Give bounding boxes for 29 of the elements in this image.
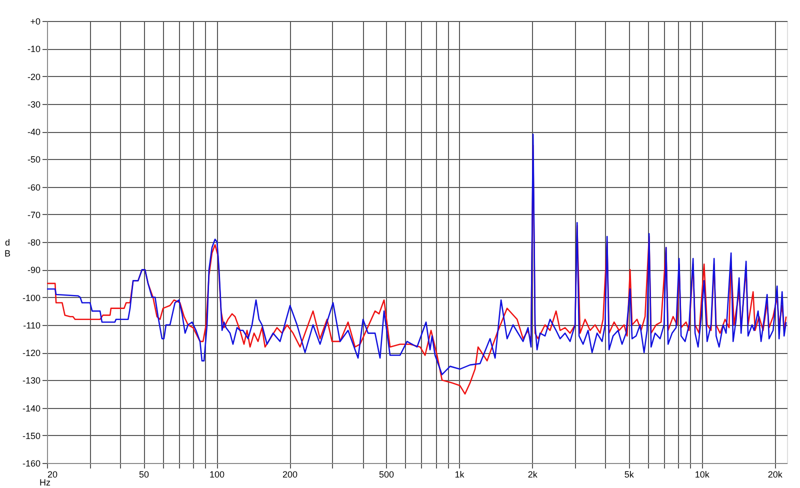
x-tick-label: 500 bbox=[379, 470, 394, 480]
x-tick-label: 1k bbox=[454, 470, 465, 480]
y-tick-label: -30 bbox=[27, 99, 40, 110]
y-tick-label: -120 bbox=[22, 348, 40, 358]
y-tick-label: -130 bbox=[22, 376, 40, 386]
y-tick-label: -110 bbox=[23, 320, 40, 330]
x-tick-label: 10k bbox=[694, 470, 710, 480]
y-axis-title: dB bbox=[4, 238, 11, 258]
y-tick-label: -90 bbox=[27, 265, 40, 276]
y-tick-label: -80 bbox=[27, 238, 40, 248]
y-tick-label: -20 bbox=[27, 72, 40, 82]
x-tick-label: 20k bbox=[768, 470, 783, 480]
x-tick-label: 200 bbox=[282, 470, 298, 480]
x-tick-label: 2k bbox=[528, 470, 538, 480]
y-tick-label: +0 bbox=[30, 16, 40, 26]
x-tick-label: 50 bbox=[139, 470, 150, 480]
y-tick-label: -160 bbox=[22, 458, 40, 468]
y-tick-label: -100 bbox=[22, 292, 40, 303]
x-axis-title: Hz bbox=[40, 478, 51, 488]
y-tick-label: -150 bbox=[22, 430, 40, 441]
x-tick-label: 5k bbox=[624, 470, 634, 480]
y-tick-label: -70 bbox=[27, 210, 40, 220]
y-tick-label: -50 bbox=[27, 154, 40, 165]
y-tick-label: -10 bbox=[27, 44, 40, 54]
y-tick-label: -140 bbox=[22, 403, 40, 414]
y-tick-label: -40 bbox=[27, 127, 40, 137]
y-tick-label: -60 bbox=[27, 182, 40, 192]
x-tick-label: 20 bbox=[48, 470, 58, 480]
x-tick-label: 100 bbox=[210, 470, 225, 480]
